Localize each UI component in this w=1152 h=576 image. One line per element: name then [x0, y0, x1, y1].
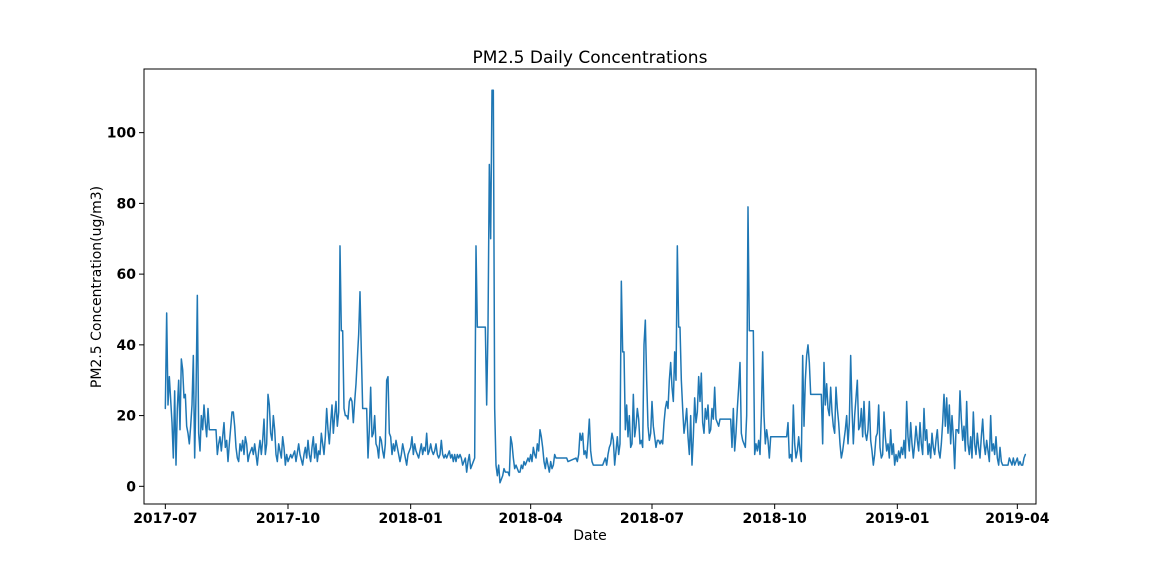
- x-tick-label: 2018-01: [379, 511, 443, 527]
- y-tick-label: 40: [117, 338, 137, 354]
- series-line-0: [164, 89, 1027, 484]
- x-tick-label: 2019-01: [865, 511, 929, 527]
- y-tick-label: 20: [117, 409, 137, 425]
- x-tick-label: 2018-10: [743, 511, 808, 527]
- y-tick-label: 0: [126, 479, 136, 495]
- chart-title: PM2.5 Daily Concentrations: [473, 48, 708, 68]
- x-axis-label: Date: [573, 528, 606, 544]
- axes-frame: [143, 68, 1037, 505]
- y-tick-label: 60: [117, 267, 137, 283]
- y-axis: 0 20 40 60 80 100: [107, 126, 144, 495]
- x-tick-label: 2017-07: [133, 511, 197, 527]
- plot-area: [164, 89, 1027, 484]
- x-tick-label: 2018-04: [499, 511, 564, 527]
- x-axis: 2017-07 2017-10 2018-01 2018-04 2018-07 2018-…: [133, 504, 1050, 527]
- y-tick-label: 100: [107, 126, 136, 142]
- x-tick-label: 2017-10: [256, 511, 321, 527]
- y-tick-label: 80: [117, 196, 137, 212]
- x-tick-label: 2019-04: [985, 511, 1050, 527]
- x-tick-label: 2018-07: [620, 511, 684, 527]
- y-axis-label: PM2.5 Concentration(ug/m3): [89, 186, 105, 388]
